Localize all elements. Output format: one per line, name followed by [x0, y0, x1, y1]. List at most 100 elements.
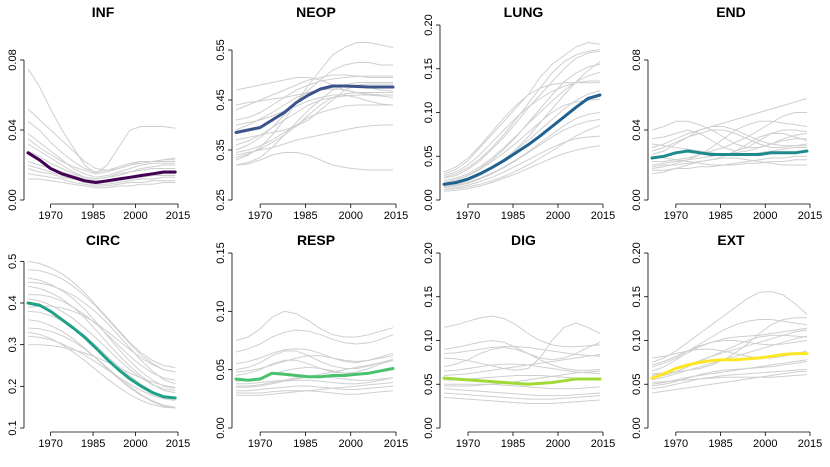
- y-tick-label: 0.35: [215, 139, 227, 160]
- y-tick-label: 0.20: [423, 242, 435, 263]
- y-tick-label: 0.00: [7, 189, 19, 210]
- x-tick-label: 1985: [708, 210, 732, 222]
- panel-ext: EXT 0.00 0.05 0.10 0.15 0.20 1970 1985 2000 2015: [631, 232, 822, 450]
- x-tick-label: 1985: [708, 438, 732, 450]
- background-series-line: [651, 335, 808, 381]
- background-series-line: [443, 49, 601, 178]
- background-series-line: [651, 290, 808, 363]
- highlight-series-line: [650, 352, 809, 380]
- background-series-line: [443, 346, 601, 371]
- y-tick-label: 0.20: [423, 14, 435, 35]
- background-series-line: [443, 388, 601, 397]
- background-series-line: [651, 129, 808, 152]
- y-tick-label: 0.10: [215, 301, 227, 322]
- x-tick-label: 2015: [384, 438, 408, 450]
- background-series-line: [443, 125, 601, 190]
- background-series-line: [443, 346, 601, 357]
- y-tick-label: 0.4: [7, 295, 19, 310]
- y-tick-label: 0.10: [423, 330, 435, 351]
- background-series-line: [27, 260, 176, 369]
- x-tick-label: 1985: [81, 210, 105, 222]
- background-series-line: [443, 119, 601, 189]
- x-tick-label: 2000: [753, 438, 777, 450]
- background-series-line: [235, 348, 394, 365]
- panel-dig: DIG 0.00 0.05 0.10 0.15 0.20 1970 1985 2000 2015: [423, 232, 615, 450]
- y-tick-label: 0.05: [423, 146, 435, 167]
- background-series-line: [27, 298, 176, 391]
- background-series-line: [27, 285, 176, 394]
- y-tick-label: 0.1: [7, 420, 19, 435]
- background-series-line: [27, 133, 176, 178]
- background-series-line: [651, 334, 808, 378]
- background-series-line: [235, 355, 394, 373]
- panel-resp: RESP 0.00 0.05 0.10 0.15 1970 1985 2000 2015: [215, 232, 408, 450]
- x-tick-label: 2000: [753, 210, 777, 222]
- background-series-line: [444, 383, 601, 390]
- panel-neop: NEOP 0.25 0.35 0.45 0.55 1970 1985 2000 2015: [215, 4, 408, 222]
- panel-inf: INF 0.00 0.04 0.08 1970 1985 2000 2015: [7, 4, 190, 222]
- background-series-line: [27, 173, 176, 187]
- background-series-line: [651, 327, 808, 372]
- background-series-line: [235, 62, 393, 151]
- background-series-line: [651, 317, 807, 375]
- y-tick-label: 0.04: [631, 119, 643, 140]
- background-series-line: [651, 120, 807, 148]
- background-series-line: [443, 145, 601, 192]
- background-series-line: [28, 294, 176, 381]
- background-series-line: [443, 315, 601, 348]
- background-series-line: [235, 94, 394, 126]
- background-series-line: [651, 319, 808, 368]
- panel-title: EXT: [717, 232, 745, 248]
- panel-title: END: [716, 4, 746, 20]
- highlight-series-line: [442, 93, 602, 186]
- y-tick-label: 0.05: [423, 374, 435, 395]
- background-series-line: [652, 159, 807, 171]
- background-series-line: [27, 269, 176, 373]
- x-tick-label: 2000: [123, 210, 147, 222]
- x-tick-label: 1970: [456, 210, 480, 222]
- background-series-line: [651, 368, 808, 390]
- highlight-series-line: [234, 84, 395, 134]
- x-tick-label: 2015: [166, 210, 190, 222]
- background-series-line: [443, 41, 601, 175]
- x-tick-label: 2015: [384, 210, 408, 222]
- highlight-series-line: [650, 149, 809, 160]
- y-tick-label: 0.25: [215, 189, 227, 210]
- x-tick-label: 2000: [546, 438, 570, 450]
- y-tick-label: 0.15: [423, 58, 435, 79]
- x-tick-label: 1985: [81, 438, 105, 450]
- background-series-line: [443, 339, 601, 361]
- background-series-line: [443, 322, 601, 371]
- y-tick-label: 0.08: [631, 49, 643, 70]
- background-series-line: [443, 392, 601, 400]
- background-series-line: [235, 359, 394, 376]
- x-tick-label: 1985: [293, 210, 317, 222]
- x-tick-label: 1985: [501, 438, 525, 450]
- background-series-line: [235, 329, 394, 353]
- y-tick-label: 0.08: [7, 49, 19, 70]
- y-tick-label: 0.05: [215, 359, 227, 380]
- y-tick-label: 0.45: [215, 89, 227, 110]
- y-tick-label: 0.05: [631, 374, 643, 395]
- background-series-line: [28, 178, 176, 189]
- background-series-line: [443, 396, 601, 404]
- x-tick-label: 1985: [293, 438, 317, 450]
- panel-title: RESP: [297, 232, 335, 248]
- background-series-line: [652, 112, 807, 162]
- y-tick-label: 0.00: [423, 189, 435, 210]
- background-series-line: [27, 335, 176, 401]
- y-tick-label: 0.00: [631, 417, 643, 438]
- x-tick-label: 1970: [664, 210, 688, 222]
- background-series-line: [651, 359, 808, 385]
- background-series-line: [236, 382, 394, 396]
- background-series-line: [235, 82, 393, 166]
- y-tick-label: 0.3: [7, 337, 19, 352]
- x-tick-label: 2015: [591, 210, 615, 222]
- background-series-line: [235, 124, 393, 156]
- panel-title: DIG: [511, 232, 536, 248]
- y-tick-label: 0.5: [7, 254, 19, 269]
- y-tick-label: 0.10: [423, 102, 435, 123]
- background-series-line: [443, 61, 601, 187]
- y-tick-label: 0.04: [7, 119, 19, 140]
